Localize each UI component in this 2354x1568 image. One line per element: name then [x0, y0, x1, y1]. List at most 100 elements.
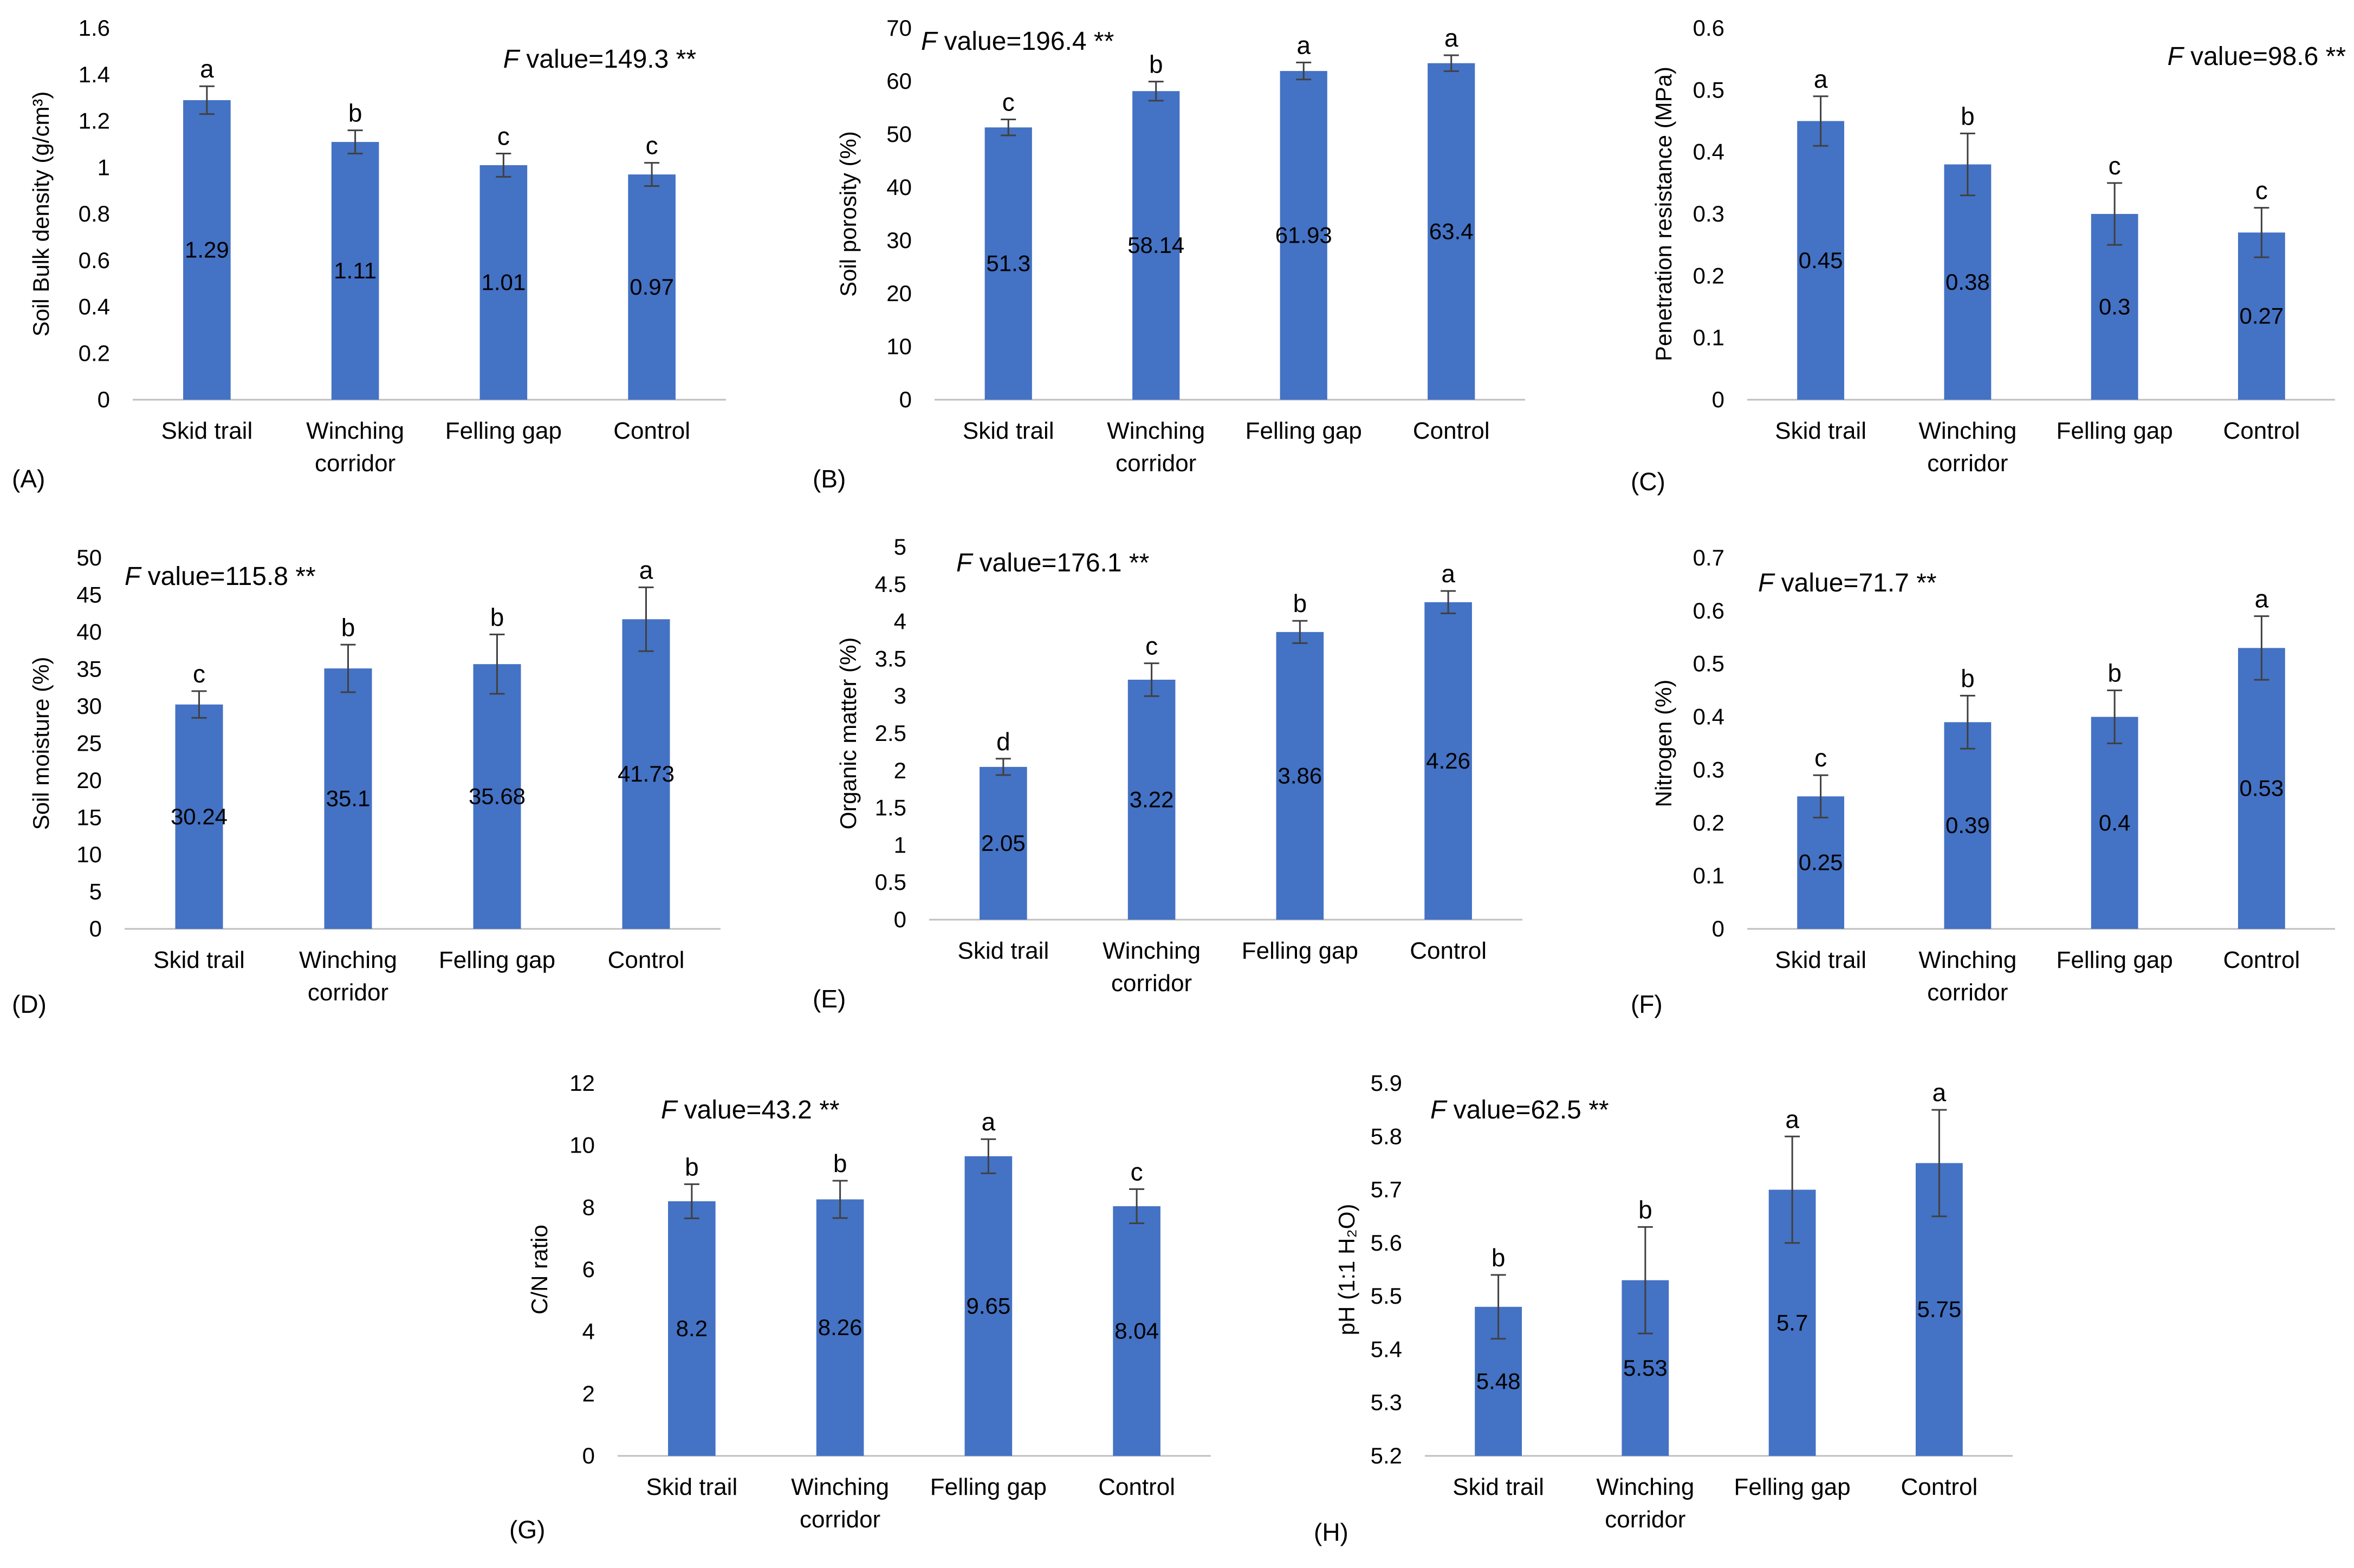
y-tick-label: 5.4 — [1371, 1336, 1402, 1362]
data-label: 5.75 — [1917, 1297, 1962, 1322]
y-tick-label: 15 — [76, 805, 102, 830]
significance-letter: c — [1002, 88, 1015, 116]
f-value-annotation: F value=115.8 ** — [125, 562, 316, 591]
bar — [816, 1199, 864, 1456]
f-value-annotation: F value=62.5 ** — [1430, 1096, 1609, 1124]
bar — [628, 174, 676, 400]
significance-letter: a — [200, 55, 214, 83]
significance-letter: a — [1785, 1105, 1799, 1133]
data-label: 1.11 — [334, 258, 377, 283]
bar — [1113, 1206, 1160, 1456]
data-label: 3.86 — [1278, 763, 1322, 788]
y-tick-label: 2 — [582, 1381, 595, 1406]
bar — [668, 1201, 716, 1456]
y-tick-label: 4.5 — [875, 571, 906, 597]
x-tick-label: Winching — [1596, 1474, 1694, 1500]
y-tick-label: 0.3 — [1693, 201, 1724, 226]
x-tick-label: Felling gap — [1246, 418, 1362, 444]
bar — [331, 142, 379, 400]
chart-panel: 0 10 20 30 40 50 60 70 Soil porosity (%) c 51.3 Ski… — [813, 15, 1525, 493]
y-tick-label: 40 — [76, 619, 102, 645]
y-tick-label: 0.4 — [1693, 704, 1724, 730]
x-tick-label: Skid trail — [963, 418, 1054, 444]
x-tick-label: corridor — [1605, 1506, 1685, 1533]
bar — [2238, 648, 2285, 929]
panel-label: (C) — [1631, 467, 1665, 496]
y-tick-label: 1 — [894, 832, 906, 857]
significance-letter: a — [982, 1108, 996, 1136]
bar — [980, 766, 1027, 920]
x-tick-label: corridor — [315, 450, 395, 477]
x-tick-label: corridor — [1111, 970, 1192, 997]
chart-panel: 0 0.1 0.2 0.3 0.4 0.5 0.6 0.7 Nitrogen (%) c 0.25 S… — [1631, 545, 2335, 1018]
y-tick-label: 2 — [894, 758, 906, 783]
significance-letter: b — [1293, 589, 1307, 617]
x-tick-label: Winching — [1103, 938, 1201, 964]
x-tick-label: corridor — [1116, 450, 1196, 477]
data-label: 0.27 — [2240, 303, 2284, 329]
significance-letter: a — [1444, 24, 1458, 52]
chart-panel: 5.2 5.3 5.4 5.5 5.6 5.7 5.8 5.9 pH (1:1 H₂O) b 5.4… — [1314, 1070, 2013, 1546]
x-tick-label: Winching — [791, 1474, 889, 1500]
y-tick-label: 12 — [569, 1070, 595, 1096]
significance-letter: a — [1814, 65, 1828, 93]
y-tick-label: 0.4 — [79, 294, 110, 320]
bar — [2238, 232, 2285, 400]
y-tick-label: 30 — [76, 693, 102, 719]
data-label: 2.05 — [981, 830, 1026, 856]
y-axis-title: pH (1:1 H₂O) — [1334, 1204, 1359, 1336]
y-tick-label: 20 — [76, 767, 102, 793]
y-tick-label: 0.7 — [1693, 545, 1724, 570]
panel-label: (E) — [813, 985, 846, 1013]
y-tick-label: 2.5 — [875, 720, 906, 746]
bar — [479, 165, 528, 400]
x-tick-label: Skid trail — [153, 947, 245, 973]
significance-letter: b — [1638, 1195, 1652, 1224]
panel-label: (H) — [1314, 1518, 1348, 1546]
panel-label: (B) — [813, 465, 846, 493]
y-tick-label: 0.6 — [79, 248, 110, 273]
y-tick-label: 0.6 — [1693, 15, 1724, 41]
y-axis-title: C/N ratio — [527, 1225, 552, 1315]
x-tick-label: corridor — [308, 979, 388, 1006]
data-label: 0.97 — [630, 274, 674, 300]
bar — [984, 127, 1032, 400]
x-tick-label: Skid trail — [646, 1474, 738, 1500]
data-label: 63.4 — [1429, 218, 1474, 244]
data-label: 0.53 — [2240, 776, 2284, 801]
x-tick-label: corridor — [1927, 450, 2008, 477]
f-value-annotation: F value=149.3 ** — [503, 45, 696, 74]
y-tick-label: 35 — [76, 656, 102, 682]
y-tick-label: 1.2 — [79, 108, 110, 134]
y-tick-label: 4 — [582, 1319, 595, 1344]
data-label: 35.68 — [469, 784, 526, 809]
bar — [1132, 91, 1180, 400]
data-label: 41.73 — [618, 761, 675, 786]
y-tick-label: 10 — [569, 1133, 595, 1158]
y-tick-label: 0.2 — [1693, 263, 1724, 288]
y-tick-label: 5.5 — [1371, 1283, 1402, 1309]
y-tick-label: 4 — [894, 609, 906, 634]
y-tick-label: 5.7 — [1371, 1177, 1402, 1202]
data-label: 8.04 — [1114, 1318, 1159, 1344]
significance-letter: b — [1961, 664, 1975, 692]
x-tick-label: Control — [2223, 418, 2300, 444]
significance-letter: b — [490, 603, 504, 631]
y-tick-label: 0 — [894, 907, 906, 932]
significance-letter: b — [1149, 50, 1163, 79]
x-tick-label: Felling gap — [439, 947, 555, 973]
x-tick-label: Winching — [1918, 947, 2016, 973]
significance-letter: b — [341, 613, 355, 641]
x-tick-label: Felling gap — [2056, 418, 2173, 444]
y-tick-label: 0.8 — [79, 201, 110, 226]
x-tick-label: Felling gap — [2056, 947, 2173, 973]
y-tick-label: 0.3 — [1693, 757, 1724, 782]
bar — [622, 619, 670, 929]
bar — [1280, 71, 1327, 400]
significance-letter: b — [685, 1153, 699, 1181]
x-tick-label: Control — [1901, 1474, 1977, 1500]
y-tick-label: 45 — [76, 582, 102, 608]
bar — [1797, 796, 1845, 929]
data-label: 35.1 — [326, 786, 371, 811]
x-tick-label: Skid trail — [1775, 418, 1866, 444]
